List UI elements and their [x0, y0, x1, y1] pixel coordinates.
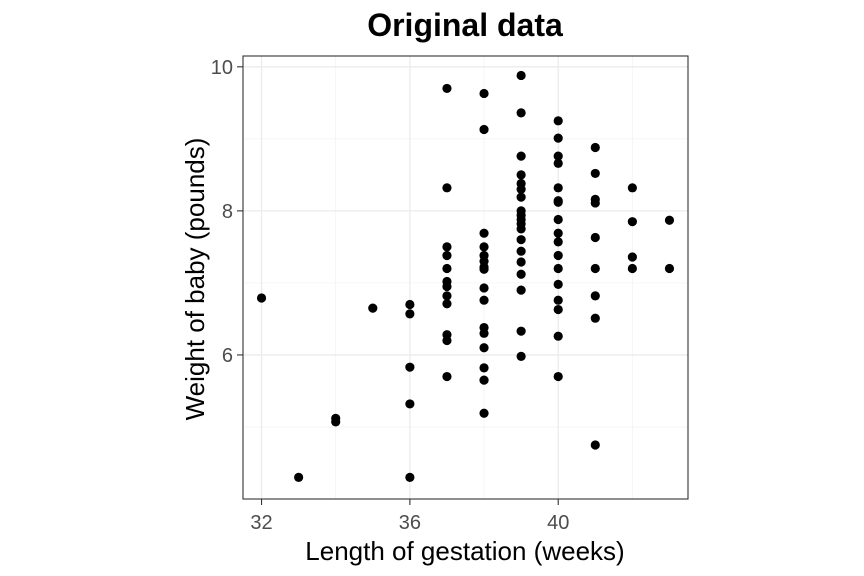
- data-point: [479, 283, 489, 293]
- data-point: [627, 252, 637, 262]
- data-point: [553, 237, 563, 247]
- data-point: [442, 242, 452, 252]
- data-point: [405, 472, 415, 482]
- data-point: [516, 246, 526, 256]
- axis-tick-labels: 32 36 40 6 8 10: [211, 57, 570, 534]
- axis-ticks: [237, 66, 559, 505]
- data-point: [590, 198, 600, 208]
- data-point: [331, 417, 341, 427]
- y-tick-label: 6: [222, 345, 233, 367]
- data-point: [479, 88, 489, 99]
- data-point: [590, 142, 600, 153]
- data-point: [590, 232, 600, 243]
- data-point: [516, 326, 526, 336]
- data-point: [442, 335, 452, 346]
- data-point: [405, 399, 415, 409]
- data-point: [442, 281, 452, 292]
- data-point: [516, 285, 526, 295]
- data-point: [516, 70, 526, 81]
- x-tick-label: 32: [250, 512, 272, 534]
- data-point: [553, 197, 563, 207]
- data-point: [553, 151, 563, 161]
- data-point: [368, 303, 378, 313]
- data-point: [442, 371, 452, 382]
- data-point: [479, 363, 489, 373]
- data-point: [590, 168, 600, 179]
- data-point: [516, 184, 526, 194]
- data-point: [479, 242, 489, 252]
- x-tick-label: 40: [547, 512, 569, 534]
- data-point: [479, 408, 489, 418]
- data-point: [664, 263, 675, 274]
- data-point: [479, 295, 489, 305]
- data-points: [256, 70, 675, 482]
- data-point: [590, 263, 600, 274]
- data-point: [516, 269, 526, 279]
- data-point: [479, 343, 489, 353]
- data-point: [664, 215, 675, 225]
- data-point: [553, 183, 563, 193]
- data-point: [479, 375, 489, 385]
- data-point: [442, 291, 452, 301]
- data-point: [442, 263, 452, 274]
- data-point: [590, 291, 600, 301]
- data-point: [553, 279, 563, 289]
- data-point: [294, 472, 304, 482]
- data-point: [405, 299, 415, 310]
- data-point: [590, 313, 600, 323]
- data-point: [442, 183, 452, 193]
- data-point: [516, 192, 526, 202]
- data-point: [553, 116, 563, 126]
- data-point: [627, 183, 637, 193]
- data-point: [553, 214, 563, 225]
- chart-title: Original data: [367, 7, 563, 43]
- y-tick-label: 10: [211, 57, 233, 79]
- data-point: [479, 124, 489, 135]
- plot-panel-border: [242, 55, 689, 500]
- data-point: [405, 309, 415, 319]
- x-tick-label: 36: [399, 512, 421, 534]
- data-point: [590, 440, 600, 450]
- data-point: [405, 362, 415, 372]
- grid-lines: [243, 56, 688, 499]
- data-point: [442, 83, 452, 94]
- data-point: [553, 371, 563, 382]
- y-axis-label: Weight of baby (pounds): [180, 138, 210, 421]
- data-point: [516, 257, 526, 267]
- data-point: [627, 217, 637, 227]
- data-point: [553, 263, 563, 274]
- data-point: [516, 235, 526, 245]
- data-point: [553, 331, 563, 341]
- data-point: [553, 295, 563, 305]
- data-point: [516, 224, 526, 234]
- data-point: [627, 263, 637, 274]
- data-point: [442, 299, 452, 309]
- data-point: [516, 151, 526, 161]
- data-point: [479, 328, 489, 338]
- data-point: [516, 108, 526, 118]
- y-tick-label: 8: [222, 201, 233, 223]
- data-point: [553, 304, 563, 315]
- data-point: [553, 158, 563, 168]
- data-point: [516, 351, 526, 361]
- data-point: [442, 250, 452, 261]
- data-point: [553, 228, 563, 238]
- data-point: [516, 170, 526, 180]
- data-point: [553, 250, 563, 261]
- data-point: [479, 264, 489, 274]
- data-point: [553, 133, 563, 143]
- x-axis-label: Length of gestation (weeks): [305, 536, 624, 566]
- data-point: [256, 293, 267, 303]
- data-point: [479, 228, 489, 238]
